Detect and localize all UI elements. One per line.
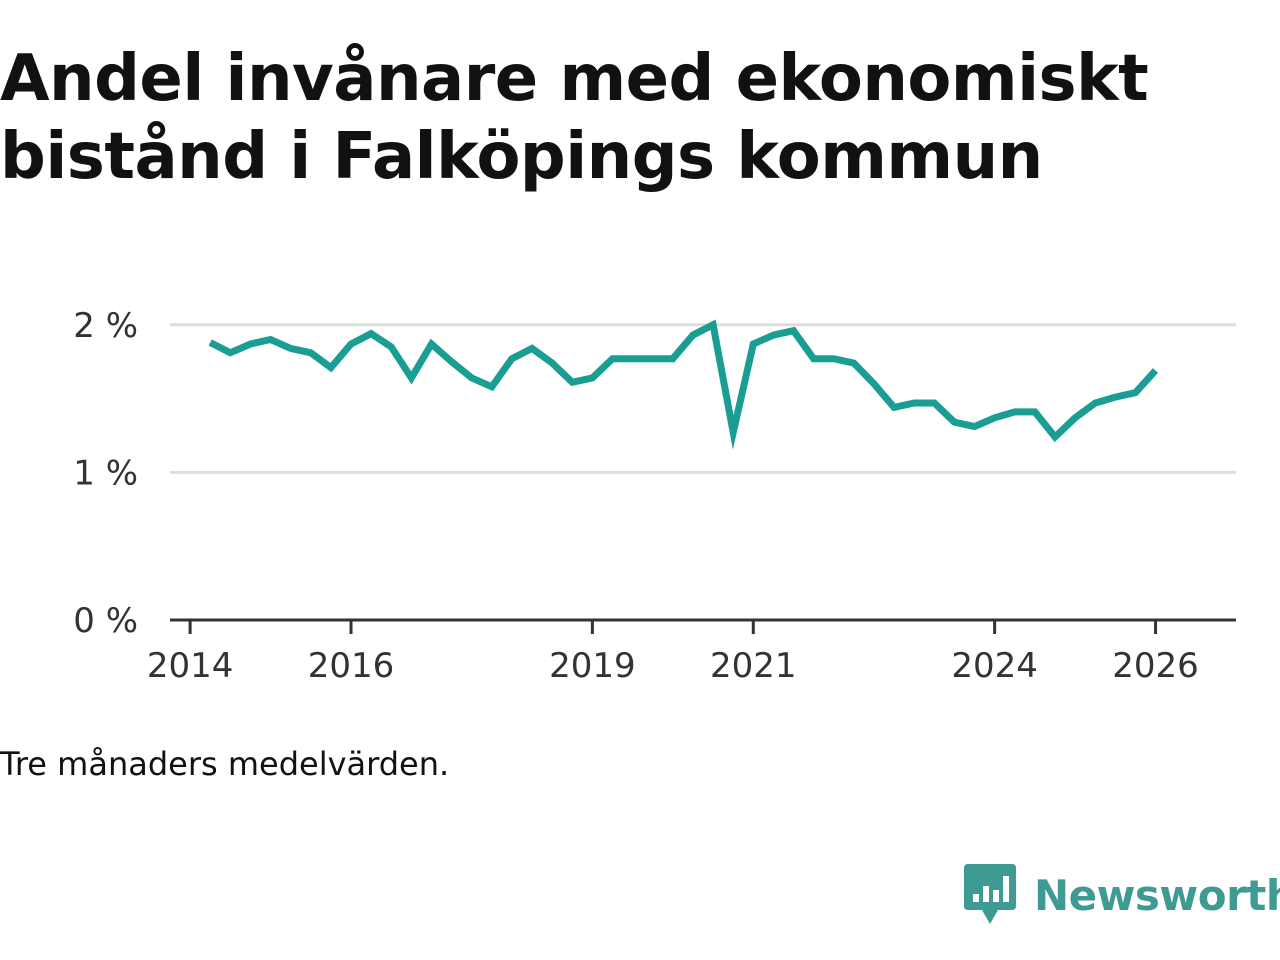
y-tick-label: 1 % <box>73 453 138 493</box>
x-tick-label: 2026 <box>1112 646 1199 686</box>
x-tick-label: 2024 <box>951 646 1038 686</box>
y-tick-label: 2 % <box>73 306 138 346</box>
y-axis-labels: 0 % 1 % 2 % <box>73 306 138 641</box>
x-tick-label: 2019 <box>549 646 636 686</box>
brand-name: Newsworthy <box>1034 870 1280 920</box>
x-axis-labels: 2014 2016 2019 2021 2024 2026 <box>147 646 1199 686</box>
gridlines <box>170 323 1236 474</box>
newsworthy-logo-icon <box>964 864 1016 924</box>
line-chart: 0 % 1 % 2 % 2014 2016 2019 2021 2024 2026 <box>73 306 1236 686</box>
series-line <box>208 319 1159 450</box>
brand-logo: Newsworthy <box>964 862 1280 928</box>
chart-note: Tre månaders medelvärden. <box>0 745 450 783</box>
y-tick-label: 0 % <box>73 601 138 641</box>
x-tick-label: 2021 <box>710 646 797 686</box>
series-layer <box>208 319 1159 450</box>
x-axis <box>170 618 1236 634</box>
chart-title: Andel invånare med ekonomiskt bistånd i … <box>0 42 1149 194</box>
x-tick-label: 2014 <box>147 646 234 686</box>
x-tick-label: 2016 <box>308 646 395 686</box>
